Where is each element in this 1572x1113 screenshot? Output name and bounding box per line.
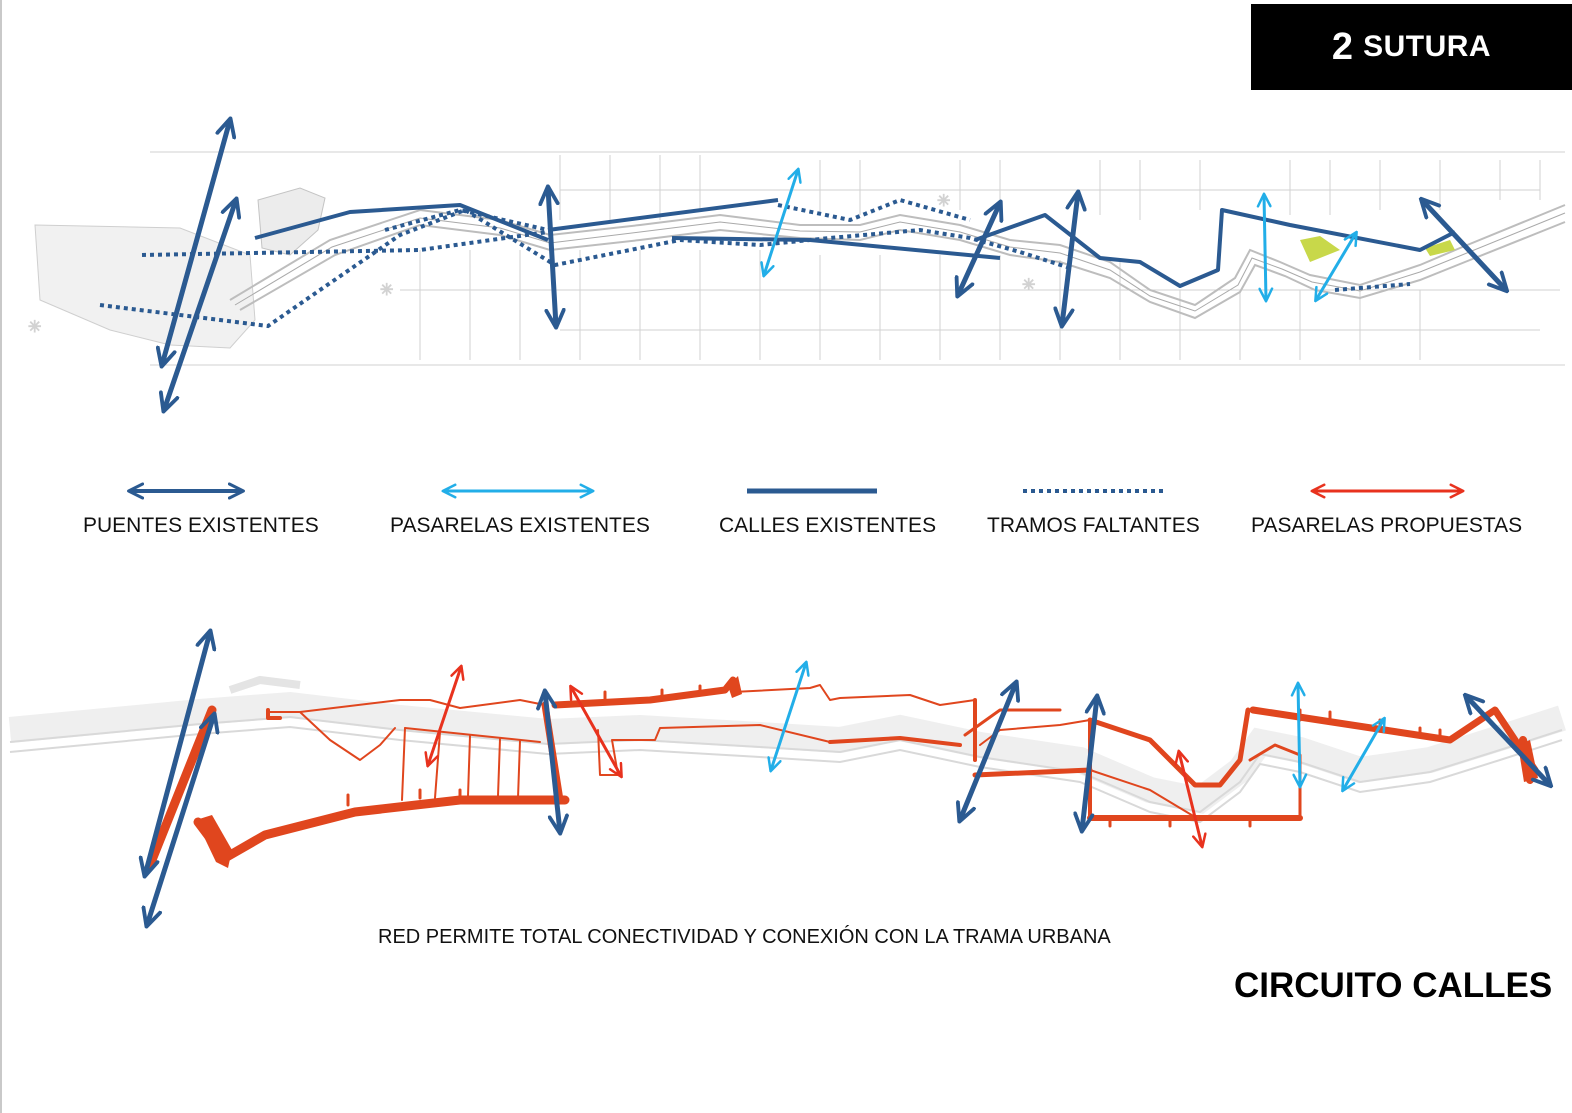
bridge-arrow bbox=[548, 188, 556, 326]
bridge-arrow bbox=[147, 715, 214, 925]
bottom-base-map bbox=[8, 675, 1566, 824]
footbridge-arrow bbox=[760, 167, 802, 278]
legend-label-pasarelas: PASARELAS EXISTENTES bbox=[390, 514, 650, 537]
bottom-existing-footbridges bbox=[767, 660, 1386, 793]
legend-label-calles: CALLES EXISTENTES bbox=[719, 514, 937, 537]
footbridge-arrow bbox=[767, 660, 810, 773]
footbridge-arrow bbox=[1290, 681, 1308, 789]
legend-label-puentes: PUENTES EXISTENTES bbox=[83, 514, 319, 537]
diagram-caption: RED PERMITE TOTAL CONECTIVIDAD Y CONEXIÓ… bbox=[378, 926, 1111, 948]
svg-text:✳: ✳ bbox=[1022, 275, 1035, 294]
footbridge-arrow bbox=[1314, 230, 1358, 303]
bottom-proposed-footbridges bbox=[424, 664, 1207, 849]
svg-text:✳: ✳ bbox=[28, 317, 41, 336]
bridge-arrow bbox=[958, 203, 1000, 295]
bridge-arrow bbox=[545, 692, 560, 832]
bridge-arrow bbox=[164, 200, 236, 410]
bridge-arrow bbox=[1466, 696, 1550, 785]
legend-label-tramos: TRAMOS FALTANTES bbox=[987, 514, 1200, 537]
bridge-arrow bbox=[1082, 697, 1097, 830]
bridge-arrow bbox=[1422, 200, 1506, 290]
section-title: CIRCUITO CALLES bbox=[1234, 966, 1553, 1005]
header-title-box: 2 SUTURA bbox=[1251, 4, 1572, 90]
header-number: 2 bbox=[1331, 25, 1354, 68]
svg-text:✳: ✳ bbox=[380, 280, 393, 299]
top-existing-bridges bbox=[162, 120, 1506, 410]
page-border bbox=[0, 0, 2, 1113]
svg-text:✳: ✳ bbox=[937, 191, 950, 210]
bridge-arrow bbox=[960, 683, 1016, 820]
legend-label-propuestas: PASARELAS PROPUESTAS bbox=[1251, 514, 1523, 537]
footbridge-arrow bbox=[1341, 716, 1386, 793]
bridge-arrow bbox=[1062, 193, 1078, 325]
header-title: SUTURA bbox=[1363, 30, 1492, 63]
top-base-map: ✳ ✳ ✳ ✳ bbox=[28, 151, 1566, 366]
footbridge-arrow bbox=[1256, 192, 1274, 303]
top-existing-footbridges bbox=[760, 167, 1358, 303]
proposed-footbridge-arrow bbox=[1174, 749, 1207, 849]
proposed-footbridge-arrow bbox=[569, 684, 623, 779]
bottom-existing-bridges bbox=[145, 632, 1550, 925]
top-map: ✳ ✳ ✳ ✳ bbox=[28, 120, 1566, 410]
proposed-footbridge-arrow bbox=[424, 664, 465, 768]
bottom-map bbox=[8, 632, 1566, 925]
